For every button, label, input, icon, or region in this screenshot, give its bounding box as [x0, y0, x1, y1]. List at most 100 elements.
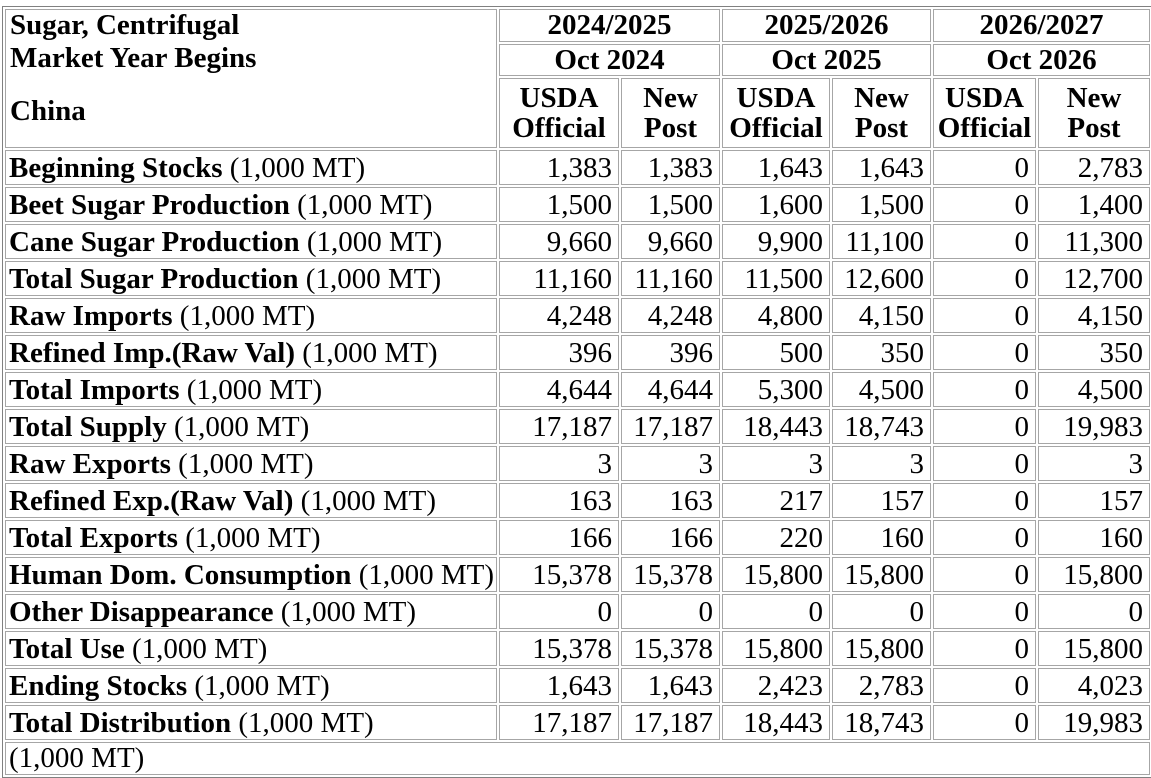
value-cell: 1,500: [832, 187, 931, 223]
year-header: 2025/2026: [722, 9, 931, 42]
value-cell: 4,644: [621, 372, 720, 408]
row-label: Other Disappearance: [9, 595, 274, 628]
row-label-cell: Total Use (1,000 MT): [5, 631, 497, 667]
value-cell: 163: [621, 483, 720, 519]
table-row: Ending Stocks (1,000 MT) 1,643 1,643 2,4…: [5, 668, 1150, 704]
value-cell: 17,187: [621, 705, 720, 741]
value-cell: 0: [933, 594, 1036, 630]
table-row: Refined Exp.(Raw Val) (1,000 MT) 163 163…: [5, 483, 1150, 519]
row-label: Refined Imp.(Raw Val): [9, 336, 295, 369]
row-unit: (1,000 MT): [293, 484, 436, 517]
year-header: 2024/2025: [499, 9, 720, 42]
row-unit: (1,000 MT): [351, 558, 495, 591]
row-unit: (1,000 MT): [177, 521, 321, 554]
row-label-cell: Total Supply (1,000 MT): [5, 409, 497, 445]
row-unit: (1,000 MT): [179, 373, 323, 406]
value-cell: 1,400: [1038, 187, 1150, 223]
row-label-cell: Refined Exp.(Raw Val) (1,000 MT): [5, 483, 497, 519]
new-post-header: New Post: [621, 78, 720, 149]
row-unit: (1,000 MT): [170, 447, 314, 480]
value-cell: 9,660: [621, 224, 720, 260]
value-cell: 0: [933, 150, 1036, 186]
row-label: Total Sugar Production: [9, 262, 299, 295]
row-unit: (1,000 MT): [298, 262, 442, 295]
new-post-header: New Post: [1038, 78, 1150, 149]
value-cell: 217: [722, 483, 830, 519]
row-unit: (1,000 MT): [187, 669, 330, 702]
value-cell: 9,900: [722, 224, 830, 260]
row-label-cell: Total Distribution (1,000 MT): [5, 705, 497, 741]
value-cell: 15,378: [621, 631, 720, 667]
value-cell: 0: [933, 372, 1036, 408]
row-label-cell: Cane Sugar Production (1,000 MT): [5, 224, 497, 260]
psd-table: Sugar, Centrifugal Market Year Begins Ch…: [2, 6, 1151, 778]
value-cell: 15,378: [499, 631, 619, 667]
value-cell: 18,743: [832, 409, 931, 445]
value-cell: 157: [832, 483, 931, 519]
table-row: Raw Imports (1,000 MT) 4,248 4,248 4,800…: [5, 298, 1150, 334]
value-cell: 15,800: [722, 631, 830, 667]
row-label: Beginning Stocks: [9, 151, 223, 184]
market-year-begins-label: Market Year Begins: [10, 41, 257, 74]
row-label: Refined Exp.(Raw Val): [9, 484, 294, 517]
value-cell: 15,800: [832, 631, 931, 667]
value-cell: 166: [621, 520, 720, 556]
value-cell: 15,800: [1038, 631, 1150, 667]
row-unit: (1,000 MT): [124, 632, 268, 665]
value-cell: 2,423: [722, 668, 830, 704]
value-cell: 350: [1038, 335, 1150, 371]
value-cell: 0: [933, 631, 1036, 667]
value-cell: 17,187: [499, 409, 619, 445]
row-label-cell: Beginning Stocks (1,000 MT): [5, 150, 497, 186]
value-cell: 11,160: [499, 261, 619, 297]
country-name: China: [10, 94, 86, 127]
row-label-cell: Refined Imp.(Raw Val) (1,000 MT): [5, 335, 497, 371]
value-cell: 11,300: [1038, 224, 1150, 260]
table-body: Beginning Stocks (1,000 MT) 1,383 1,383 …: [5, 150, 1150, 741]
value-cell: 1,600: [722, 187, 830, 223]
value-cell: 1,383: [499, 150, 619, 186]
row-unit: (1,000 MT): [231, 706, 374, 739]
row-label-cell: Total Sugar Production (1,000 MT): [5, 261, 497, 297]
footer-row: (1,000 MT): [5, 742, 1150, 776]
value-cell: 220: [722, 520, 830, 556]
value-cell: 15,800: [722, 557, 830, 593]
value-cell: 4,248: [621, 298, 720, 334]
value-cell: 160: [832, 520, 931, 556]
value-cell: 4,644: [499, 372, 619, 408]
value-cell: 0: [933, 520, 1036, 556]
value-cell: 157: [1038, 483, 1150, 519]
row-unit: (1,000 MT): [295, 336, 438, 369]
value-cell: 12,700: [1038, 261, 1150, 297]
value-cell: 19,983: [1038, 705, 1150, 741]
value-cell: 17,187: [621, 409, 720, 445]
value-cell: 4,150: [832, 298, 931, 334]
value-cell: 166: [499, 520, 619, 556]
value-cell: 11,100: [832, 224, 931, 260]
row-label-cell: Ending Stocks (1,000 MT): [5, 668, 497, 704]
row-label: Total Imports: [9, 373, 180, 406]
value-cell: 1,500: [621, 187, 720, 223]
value-cell: 1,643: [621, 668, 720, 704]
value-cell: 18,743: [832, 705, 931, 741]
row-label: Total Distribution: [9, 706, 232, 739]
table-row: Total Distribution (1,000 MT) 17,187 17,…: [5, 705, 1150, 741]
value-cell: 2,783: [1038, 150, 1150, 186]
value-cell: 18,443: [722, 705, 830, 741]
row-unit: (1,000 MT): [222, 151, 366, 184]
table-row: Total Sugar Production (1,000 MT) 11,160…: [5, 261, 1150, 297]
row-unit: (1,000 MT): [166, 410, 310, 443]
value-cell: 1,383: [621, 150, 720, 186]
value-cell: 1,643: [722, 150, 830, 186]
value-cell: 3: [1038, 446, 1150, 482]
row-label: Ending Stocks: [9, 669, 188, 702]
begin-month-row: Oct 2024 Oct 2025 Oct 2026: [5, 43, 1150, 77]
value-cell: 0: [933, 224, 1036, 260]
value-cell: 15,800: [832, 557, 931, 593]
usda-official-header: USDA Official: [722, 78, 830, 149]
table-row: Total Supply (1,000 MT) 17,187 17,187 18…: [5, 409, 1150, 445]
row-label-cell: Total Exports (1,000 MT): [5, 520, 497, 556]
value-cell: 396: [499, 335, 619, 371]
value-cell: 4,150: [1038, 298, 1150, 334]
value-cell: 1,500: [499, 187, 619, 223]
